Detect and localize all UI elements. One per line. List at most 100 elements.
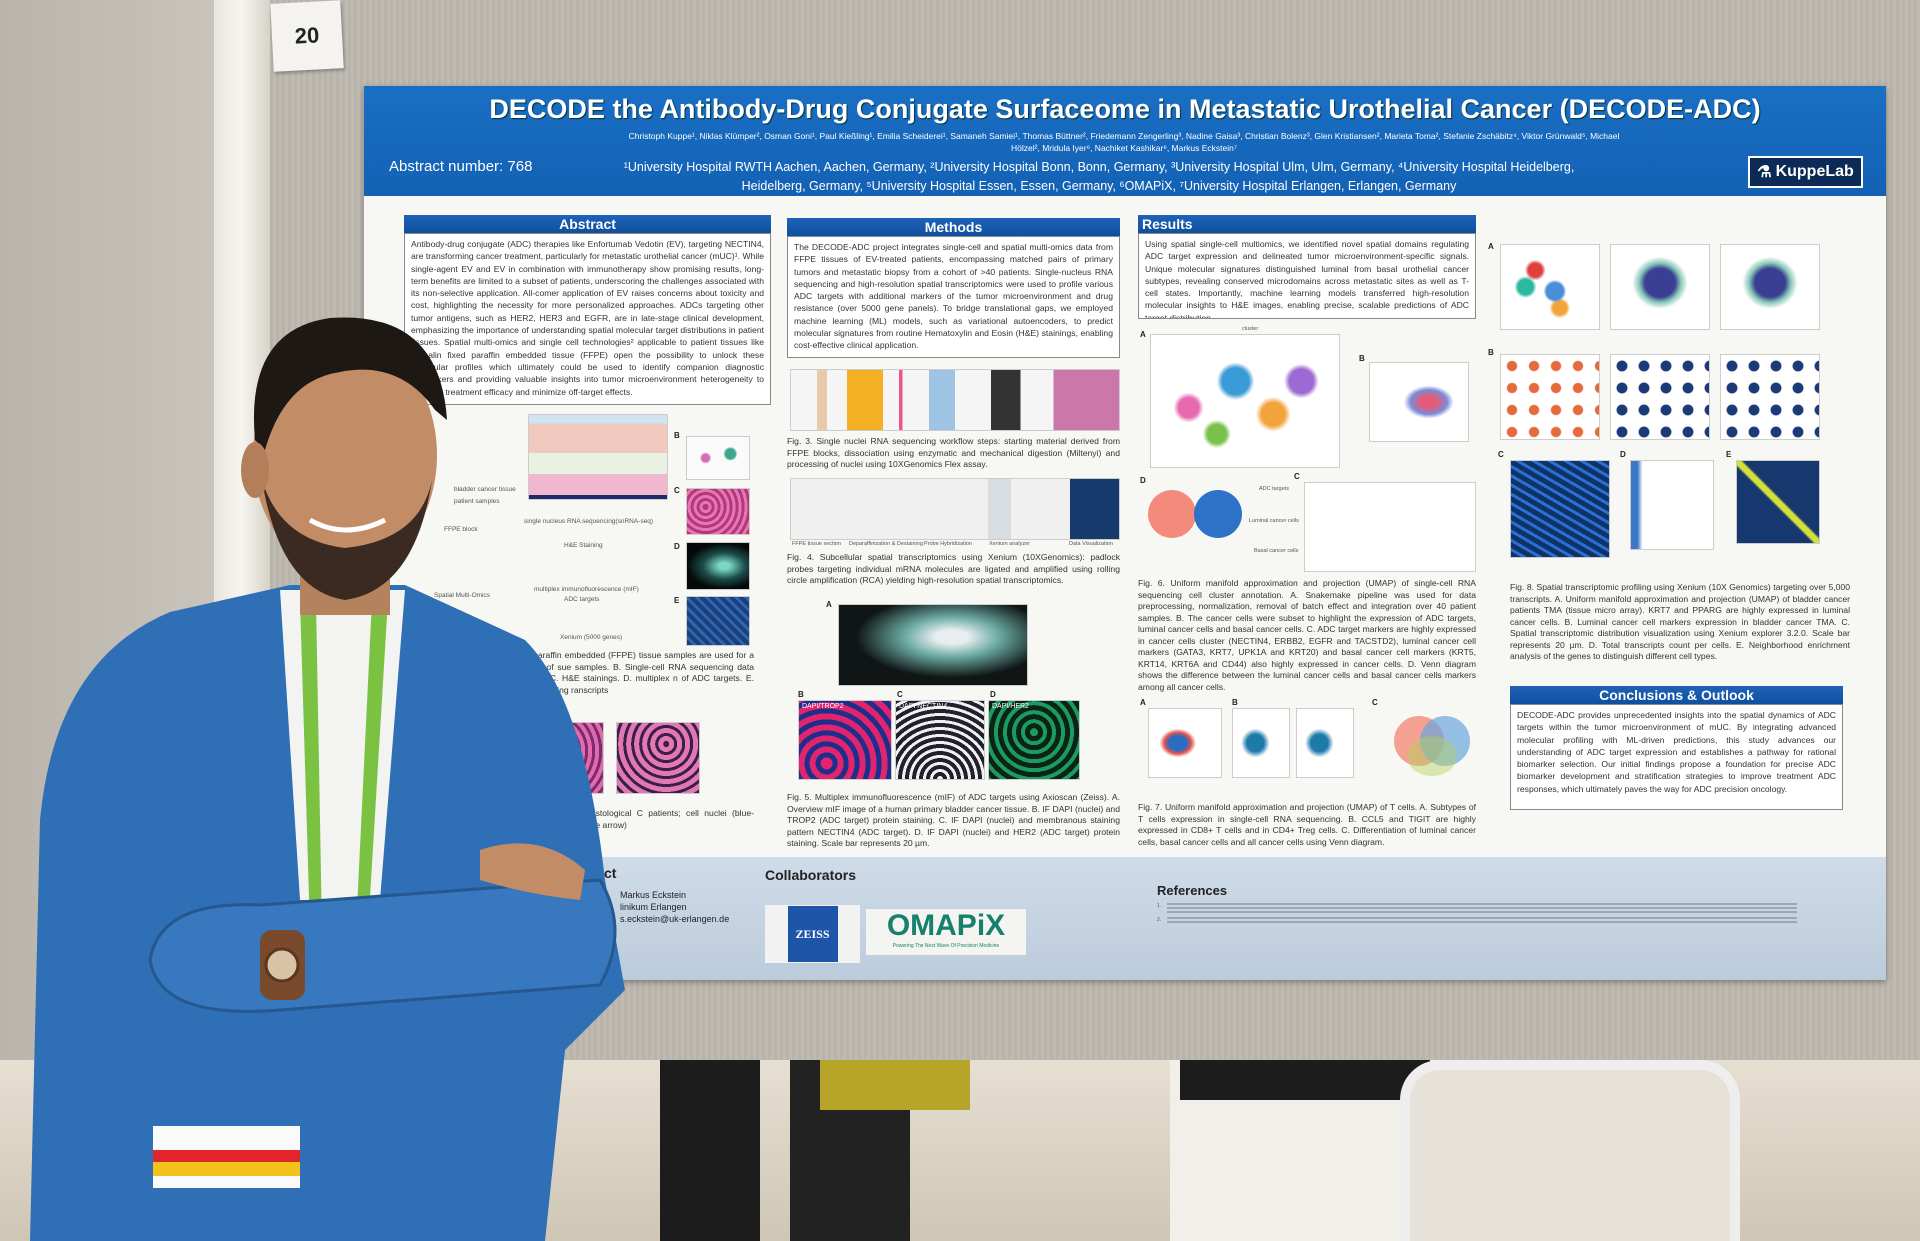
fig3-caption: Fig. 3. Single nuclei RNA sequencing wor… xyxy=(787,436,1120,469)
panel-label: D xyxy=(1620,450,1626,459)
affiliations: ¹University Hospital RWTH Aachen, Aachen… xyxy=(574,158,1624,196)
fig4-label: Deparaffinization & Destaining xyxy=(849,541,923,547)
reference-text-illegible xyxy=(1167,903,1797,915)
panel-label: B xyxy=(674,431,680,440)
contact-info: Markus Eckstein linikum Erlangen s.eckst… xyxy=(620,889,729,925)
row-label: Basal cancer cells xyxy=(1254,548,1299,554)
results-body: Using spatial single-cell multiomics, we… xyxy=(1138,233,1476,319)
umap-thumbnail xyxy=(686,436,750,480)
poster-title: DECODE the Antibody-Drug Conjugate Surfa… xyxy=(489,94,1761,124)
venn-circle xyxy=(1420,716,1470,766)
her2-image: DAPI/HER2 xyxy=(988,700,1080,780)
booth-number-card: 20 xyxy=(270,0,344,72)
fig1-label: single nucleus RNA sequencing(snRNA-seq) xyxy=(524,518,653,525)
panel-label: C xyxy=(897,690,903,699)
he-histology-zoom-image xyxy=(616,722,700,794)
omapix-tagline: Powering The Next Wave Of Precision Medi… xyxy=(892,943,1000,949)
poster-footer: ct Markus Eckstein linikum Erlangen s.ec… xyxy=(364,857,1886,980)
affiliations-line: ¹University Hospital RWTH Aachen, Aachen… xyxy=(623,160,1575,174)
reference-list: 1. 2. xyxy=(1157,903,1797,925)
grey-partition-wall xyxy=(0,0,214,1060)
panel-label: D xyxy=(1140,476,1146,485)
abstract-number: Abstract number: 768 xyxy=(389,158,533,175)
panel-label: B xyxy=(1488,348,1494,357)
pparg-umap-plot xyxy=(1720,244,1820,330)
panel-label: C xyxy=(1294,472,1300,481)
fig1-label: patient samples xyxy=(454,498,500,505)
panel-label: D xyxy=(990,690,996,699)
conclusions-body: DECODE-ADC provides unprecedented insigh… xyxy=(1510,704,1843,810)
bladder-wall-schematic xyxy=(528,414,668,500)
fig6-caption: Fig. 6. Uniform manifold approximation a… xyxy=(1138,578,1476,692)
he-histology-image xyxy=(514,722,604,794)
fig5-caption: Fig. 5. Multiplex immunofluorescence (mI… xyxy=(787,792,1120,848)
panel-label: E xyxy=(1726,450,1732,459)
fig1-label: Spatial Multi-Omics xyxy=(434,592,490,599)
abstract-heading: Abstract xyxy=(404,215,771,233)
chair xyxy=(1400,1060,1740,1241)
methods-heading: Methods xyxy=(787,218,1120,236)
snrna-workflow-figure xyxy=(790,369,1120,431)
fig4-caption: Fig. 4. Subcellular spatial transcriptom… xyxy=(787,552,1120,585)
row-label: Luminal cancer cells xyxy=(1249,518,1299,524)
contact-email[interactable]: s.eckstein@uk-erlangen.de xyxy=(620,914,730,924)
collaborators-heading: Collaborators xyxy=(765,867,857,883)
tma-marker-plot xyxy=(1720,354,1820,440)
tma-marker-plot xyxy=(1610,354,1710,440)
background-person-vest xyxy=(1180,1060,1430,1100)
venn-luminal-circle xyxy=(1148,490,1196,538)
contact-institution: linikum Erlangen xyxy=(620,902,687,912)
contact-heading: ct xyxy=(604,865,617,881)
authors-line: Christoph Kuppe¹, Niklas Klümper², Osman… xyxy=(628,131,1620,141)
tigit-umap-plot xyxy=(1296,708,1354,778)
panel-label: A xyxy=(826,600,832,609)
panel-label: C xyxy=(1372,698,1378,707)
stain-label: DAPI/TROP2 xyxy=(802,703,844,710)
fig4-label: FFPE tissue section xyxy=(792,541,841,547)
abstract-body: Antibody-drug conjugate (ADC) therapies … xyxy=(404,233,771,405)
tcell-umap-plot xyxy=(1148,708,1222,778)
stain-label: DAPI NECTIN4 xyxy=(899,703,948,710)
background-person-legs xyxy=(660,1060,760,1241)
tma-cores-plot xyxy=(1500,354,1600,440)
fig1-label: bladder cancer tissue xyxy=(454,486,516,493)
mif-overview-image xyxy=(838,604,1028,686)
fig1-label: ADC targets xyxy=(564,596,600,603)
results-heading: Results xyxy=(1138,215,1476,233)
reference-item: 2. xyxy=(1157,917,1797,925)
he-stain-image xyxy=(686,488,750,535)
fig4-label: Data Visualization xyxy=(1069,541,1113,547)
white-pole xyxy=(214,0,270,1060)
xenium-image xyxy=(686,596,750,646)
xenium-workflow-figure xyxy=(790,478,1120,540)
row-label: ADC targets xyxy=(1259,486,1289,492)
zeiss-logo: ZEISS xyxy=(765,905,860,963)
contact-name: Markus Eckstein xyxy=(620,890,687,900)
panel-label: A xyxy=(1140,330,1146,339)
ccl5-umap-plot xyxy=(1232,708,1290,778)
stain-label: DAPI/HER2 xyxy=(992,703,1029,710)
fig1-label: FFPE block xyxy=(444,526,478,533)
panel-label: C xyxy=(1498,450,1504,459)
panel-label: D xyxy=(674,542,680,551)
panel-label: A xyxy=(1140,698,1146,707)
umap-cluster-plot xyxy=(1150,334,1340,468)
krt7-umap-plot xyxy=(1610,244,1710,330)
references-heading: References xyxy=(1157,883,1228,898)
research-poster: DECODE the Antibody-Drug Conjugate Surfa… xyxy=(364,86,1886,980)
authors-line: Hölzel², Mridula Iyer⁶, Nachiket Kashika… xyxy=(1011,143,1237,153)
lab-logo-text: KuppeLab xyxy=(1775,163,1854,180)
tma-umap-cluster-plot xyxy=(1500,244,1600,330)
fig2-caption: mor-microenvironment based on histologic… xyxy=(454,808,754,830)
omapix-logo: OMAPiX Powering The Next Wave Of Precisi… xyxy=(866,909,1026,955)
neighborhood-enrichment-heatmap xyxy=(1736,460,1820,544)
reference-text-illegible xyxy=(1167,917,1797,925)
methods-body: The DECODE-ADC project integrates single… xyxy=(787,236,1120,358)
fig1-label: Xenium (5000 genes) xyxy=(560,634,623,641)
fig8-caption: Fig. 8. Spatial transcriptomic profiling… xyxy=(1510,582,1850,661)
panel-label: E xyxy=(674,596,680,605)
mif-image xyxy=(686,542,750,590)
panel-label: B xyxy=(1359,354,1365,363)
fig4-label: Probe Hybridization xyxy=(924,541,972,547)
trop2-image: DAPI/TROP2 xyxy=(798,700,892,780)
